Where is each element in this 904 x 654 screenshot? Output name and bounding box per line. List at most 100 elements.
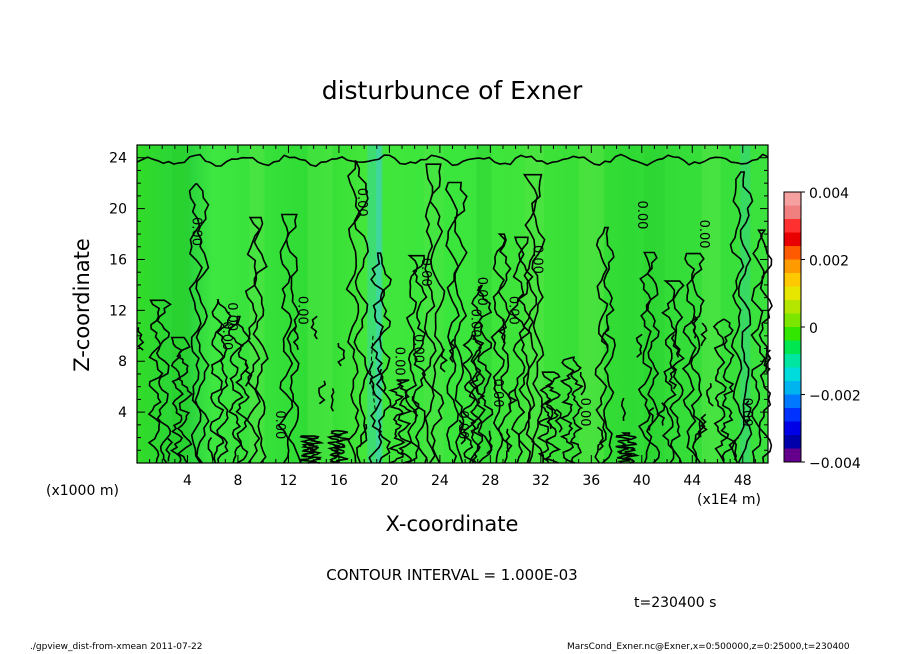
- contour-label: 0.00: [474, 277, 489, 306]
- contour-line: [668, 365, 678, 390]
- x-tick-label: 40: [633, 473, 651, 489]
- colorbar-segment: [784, 246, 801, 260]
- contour-line: [620, 397, 627, 422]
- colorbar-segment: [784, 394, 801, 409]
- contour-line: [244, 363, 253, 387]
- colorbar-tick-label: −0.004: [809, 456, 861, 472]
- contour-label: 0.00: [392, 347, 407, 376]
- field-band: [376, 145, 383, 463]
- contour-line: [188, 183, 210, 464]
- contour-line: [594, 226, 616, 464]
- colorbar-segment: [784, 381, 801, 395]
- contour-line: [750, 229, 773, 464]
- contour-line: [700, 322, 708, 347]
- contour-line: [470, 284, 494, 464]
- field-band: [525, 145, 544, 463]
- colorbar-segment: [784, 300, 801, 314]
- field-band: [249, 145, 265, 463]
- contour-line: [510, 236, 534, 464]
- contour-lines: [136, 153, 773, 464]
- contour-line: [505, 428, 511, 452]
- colorbar-segment: [784, 273, 801, 287]
- contour-line: [165, 437, 174, 462]
- colorbar-tick-label: −0.002: [809, 389, 861, 405]
- contour-line: [330, 388, 335, 412]
- contour-line: [647, 407, 655, 431]
- contour-line: [536, 371, 562, 464]
- plot-area: 0.00 0.00 0.00 0.00 0.00 0.00 0.00 0.00 0.00 0.00…: [109, 144, 773, 489]
- x-tick-label: 28: [481, 473, 499, 489]
- contour-label: 0.00: [490, 379, 505, 408]
- contour-label: 0.00: [189, 217, 204, 246]
- y-tick-label: 20: [109, 202, 127, 218]
- contour-line: [559, 356, 584, 464]
- contour-line: [729, 171, 754, 464]
- contour-label: 0.00: [455, 410, 470, 439]
- contour-line: [554, 408, 563, 433]
- contour-line: [471, 371, 480, 396]
- field-band: [644, 145, 665, 463]
- x-axis-label: X-coordinate: [385, 512, 519, 536]
- contour-line: [615, 432, 641, 464]
- contour-line: [744, 399, 752, 425]
- contour-line: [147, 299, 172, 464]
- contour-line: [507, 388, 518, 413]
- x-tick-label: 36: [582, 473, 600, 489]
- colorbar-segment: [784, 408, 801, 422]
- contour-line: [404, 254, 428, 464]
- colorbar-segment: [784, 219, 801, 233]
- colorbar-tick-label: 0.004: [809, 186, 849, 202]
- contour-label: 0.00: [739, 398, 754, 427]
- x-tick-label: 12: [280, 473, 298, 489]
- contour-line: [579, 372, 586, 396]
- colorbar-segment: [784, 286, 801, 301]
- contour-line: [411, 396, 420, 420]
- colorbar-segment: [784, 192, 801, 206]
- contour-line: [706, 383, 714, 407]
- contour-line: [359, 423, 368, 448]
- contour-label: 0.00: [634, 200, 649, 229]
- contour-line: [387, 379, 413, 464]
- x-scale-label: (x1E4 m): [697, 492, 761, 508]
- x-unit-label: (x1000 m): [46, 483, 119, 499]
- colorbar-segment: [784, 327, 801, 341]
- contour-line: [637, 251, 661, 464]
- contour-label: 0.00: [505, 296, 520, 325]
- contour-line: [227, 315, 251, 464]
- contour-line: [733, 436, 740, 461]
- contour-label: 0.00: [354, 188, 369, 217]
- contour-line: [337, 342, 346, 367]
- contour-line: [486, 430, 493, 455]
- x-tick-label: 4: [183, 473, 192, 489]
- contour-line: [458, 420, 466, 445]
- contour-line: [656, 402, 666, 426]
- contour-line: [439, 348, 448, 373]
- contour-line: [670, 333, 680, 358]
- chart-title: disturbunce of Exner: [321, 76, 583, 105]
- colorbar-segment: [784, 259, 801, 274]
- contour-label: 0.00: [696, 220, 711, 249]
- colorbar-segment: [784, 367, 801, 382]
- y-tick-label: 4: [118, 405, 127, 421]
- contour-label: 0.00: [224, 302, 239, 331]
- colorbar-segment: [784, 435, 801, 449]
- contour-line: [292, 326, 299, 350]
- x-tick-label: 20: [380, 473, 398, 489]
- contour-line: [545, 405, 554, 430]
- y-tick-label: 16: [109, 252, 127, 268]
- contour-line: [692, 314, 699, 339]
- contour-label: 0.00: [295, 296, 310, 325]
- colorbar-segment: [784, 313, 801, 328]
- contour-line: [326, 429, 350, 464]
- contour-line: [136, 153, 769, 168]
- contour-label: 0.00: [272, 410, 287, 439]
- time-label: t=230400 s: [634, 595, 717, 611]
- x-axis-ticks: 4 8 12 16 20 24 28 32 36 40 44 48: [136, 145, 769, 489]
- colorbar-tick-label: 0.002: [809, 254, 849, 270]
- colorbar-tick-label: 0: [809, 321, 818, 337]
- contour-line: [661, 280, 685, 464]
- contour-line: [169, 336, 194, 464]
- y-tick-label: 24: [109, 151, 127, 167]
- contour-line: [298, 435, 325, 464]
- contour-line: [421, 163, 446, 464]
